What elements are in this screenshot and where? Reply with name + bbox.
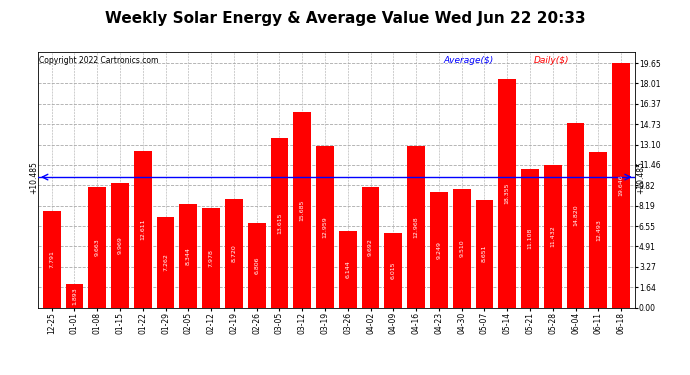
Bar xyxy=(453,189,471,308)
Bar xyxy=(202,208,220,308)
Bar xyxy=(270,138,288,308)
Text: 6.806: 6.806 xyxy=(254,256,259,274)
Bar xyxy=(111,183,129,308)
Bar xyxy=(179,204,197,308)
Text: 12.611: 12.611 xyxy=(140,218,145,240)
Text: 13.615: 13.615 xyxy=(277,212,282,234)
Text: 11.108: 11.108 xyxy=(528,228,533,249)
Bar xyxy=(589,152,607,308)
Text: 9.692: 9.692 xyxy=(368,238,373,256)
Text: Daily($): Daily($) xyxy=(533,56,569,65)
Bar xyxy=(362,187,380,308)
Bar xyxy=(134,151,152,308)
Bar xyxy=(293,112,311,308)
Text: 14.820: 14.820 xyxy=(573,204,578,226)
Text: Weekly Solar Energy & Average Value Wed Jun 22 20:33: Weekly Solar Energy & Average Value Wed … xyxy=(105,11,585,26)
Bar xyxy=(43,211,61,308)
Text: 8.344: 8.344 xyxy=(186,247,191,264)
Bar xyxy=(157,217,175,308)
Bar xyxy=(566,123,584,308)
Text: 6.015: 6.015 xyxy=(391,261,396,279)
Text: 9.249: 9.249 xyxy=(436,241,442,259)
Bar xyxy=(384,232,402,308)
Text: 9.663: 9.663 xyxy=(95,238,99,256)
Text: 7.791: 7.791 xyxy=(49,250,54,268)
Bar xyxy=(612,63,630,308)
Text: 7.978: 7.978 xyxy=(208,249,214,267)
Text: 12.959: 12.959 xyxy=(322,216,328,238)
Text: 12.493: 12.493 xyxy=(596,219,601,241)
Text: 1.893: 1.893 xyxy=(72,287,77,304)
Text: 18.355: 18.355 xyxy=(504,183,510,204)
Text: 8.720: 8.720 xyxy=(231,244,237,262)
Bar xyxy=(430,192,448,308)
Bar xyxy=(316,146,334,308)
Text: 8.651: 8.651 xyxy=(482,245,487,262)
Text: +10.485: +10.485 xyxy=(636,160,645,194)
Bar xyxy=(225,199,243,308)
Text: 15.685: 15.685 xyxy=(299,199,305,220)
Bar xyxy=(88,187,106,308)
Bar xyxy=(66,284,83,308)
Text: 19.646: 19.646 xyxy=(619,174,624,196)
Bar xyxy=(407,146,425,308)
Text: 7.262: 7.262 xyxy=(163,254,168,271)
Bar xyxy=(498,79,516,308)
Bar xyxy=(339,231,357,308)
Bar xyxy=(544,165,562,308)
Bar xyxy=(475,200,493,308)
Bar xyxy=(521,170,539,308)
Bar xyxy=(248,223,266,308)
Text: +10.485: +10.485 xyxy=(29,160,38,194)
Text: 9.510: 9.510 xyxy=(459,240,464,257)
Text: Average($): Average($) xyxy=(444,56,494,65)
Text: 11.432: 11.432 xyxy=(551,225,555,247)
Text: 12.968: 12.968 xyxy=(413,216,419,238)
Text: 6.144: 6.144 xyxy=(345,260,351,278)
Text: 9.969: 9.969 xyxy=(117,237,122,254)
Text: Copyright 2022 Cartronics.com: Copyright 2022 Cartronics.com xyxy=(39,56,158,65)
